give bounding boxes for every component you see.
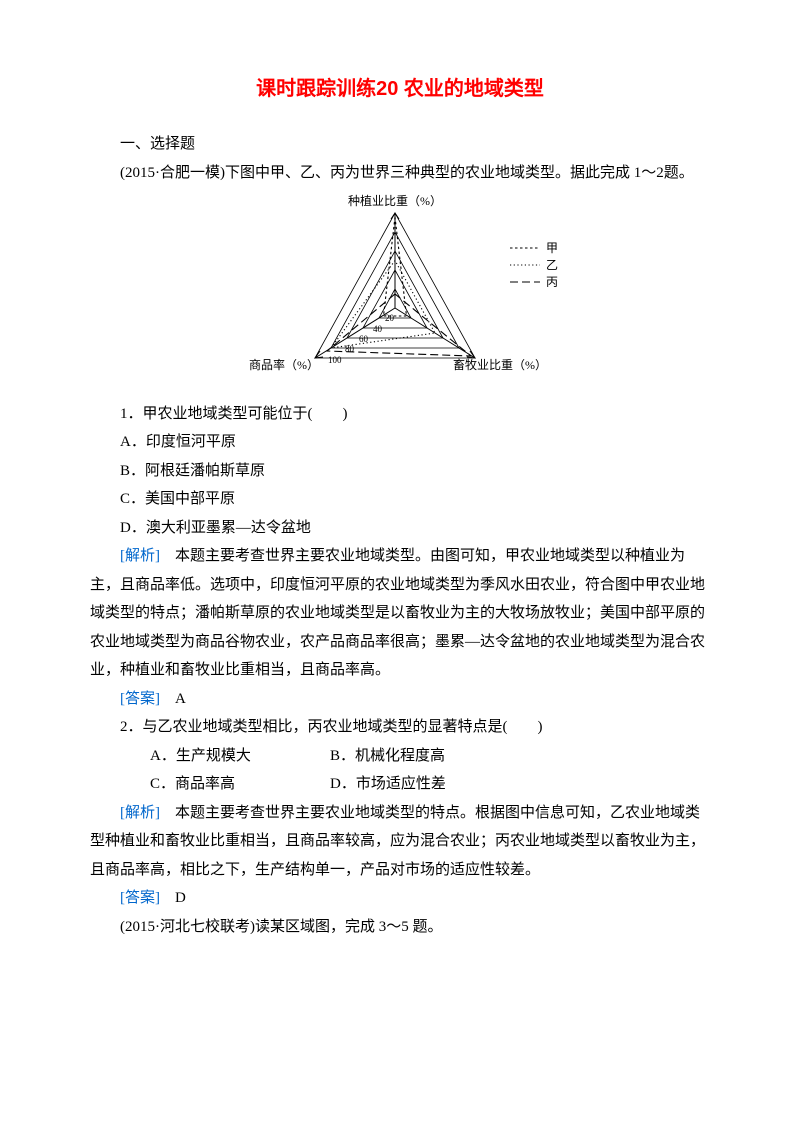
q2-opt-c: C．商品率高 xyxy=(120,770,330,799)
q1-explanation: [解析] 本题主要考查世界主要农业地域类型。由图可知，甲农业地域类型以种植业为主… xyxy=(90,542,710,685)
q2-answer: [答案] D xyxy=(90,884,710,913)
q2-opt-a: A．生产规模大 xyxy=(120,742,330,771)
q1-opt-b: B．阿根廷潘帕斯草原 xyxy=(90,457,710,486)
axis-top-label: 种植业比重（%） xyxy=(348,193,442,208)
q2-opt-d: D．市场适应性差 xyxy=(330,776,446,792)
q1-stem: 1．甲农业地域类型可能位于( ) xyxy=(90,400,710,429)
section-heading: 一、选择题 xyxy=(90,130,710,159)
svg-text:80: 80 xyxy=(345,344,355,354)
q2-opts-row2: C．商品率高D．市场适应性差 xyxy=(90,770,710,799)
triangle-chart: 种植业比重（%） 商品率（%） 畜牧业比重（%） 20 40 60 80 100… xyxy=(90,193,710,394)
explanation-label: [解析] xyxy=(120,805,160,821)
q2-answer-text: D xyxy=(160,890,186,906)
svg-text:20: 20 xyxy=(385,313,395,323)
q1-answer: [答案] A xyxy=(90,685,710,714)
axis-left-label: 商品率（%） xyxy=(249,357,319,372)
svg-text:100: 100 xyxy=(328,355,342,365)
page-title: 课时跟踪训练20 农业的地域类型 xyxy=(90,70,710,108)
q1-opt-d: D．澳大利亚墨累—达令盆地 xyxy=(90,514,710,543)
q2-explanation: [解析] 本题主要考查世界主要农业地域类型的特点。根据图中信息可知，乙农业地域类… xyxy=(90,799,710,885)
explanation-label: [解析] xyxy=(120,548,160,564)
answer-label: [答案] xyxy=(120,691,160,707)
svg-text:甲: 甲 xyxy=(546,241,558,255)
axis-right-label: 畜牧业比重（%） xyxy=(453,357,547,372)
question-intro-2: (2015·河北七校联考)读某区域图，完成 3～5 题。 xyxy=(90,913,710,942)
answer-label: [答案] xyxy=(120,890,160,906)
q1-answer-text: A xyxy=(160,691,186,707)
q1-opt-c: C．美国中部平原 xyxy=(90,485,710,514)
axes xyxy=(315,213,475,358)
legend: 甲 乙 丙 xyxy=(510,241,558,289)
q1-explanation-text: 本题主要考查世界主要农业地域类型。由图可知，甲农业地域类型以种植业为主，且商品率… xyxy=(90,548,705,678)
svg-text:丙: 丙 xyxy=(546,275,558,289)
question-intro-1: (2015·合肥一模)下图中甲、乙、丙为世界三种典型的农业地域类型。据此完成 1… xyxy=(90,159,710,188)
q2-explanation-text: 本题主要考查世界主要农业地域类型的特点。根据图中信息可知，乙农业地域类型种植业和… xyxy=(90,805,705,878)
q2-opt-b: B．机械化程度高 xyxy=(330,748,445,764)
q1-opt-a: A．印度恒河平原 xyxy=(90,428,710,457)
q2-opts-row1: A．生产规模大B．机械化程度高 xyxy=(90,742,710,771)
q2-stem: 2．与乙农业地域类型相比，丙农业地域类型的显著特点是( ) xyxy=(90,713,710,742)
svg-text:40: 40 xyxy=(373,324,383,334)
svg-text:乙: 乙 xyxy=(546,258,558,272)
